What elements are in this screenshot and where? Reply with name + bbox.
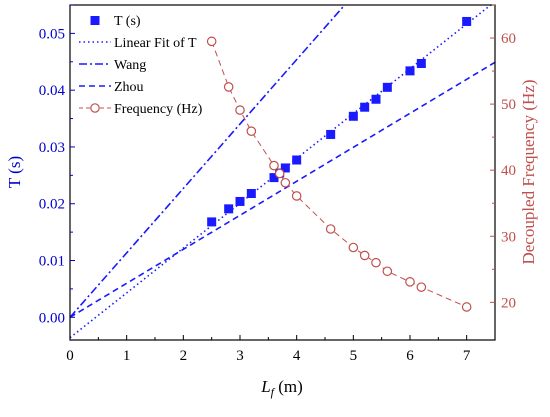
x-tick-label: 0 xyxy=(66,348,74,364)
legend-swatch-t xyxy=(90,16,100,25)
y-left-axis-title: T (s) xyxy=(5,156,24,188)
data-point-frequency-hz xyxy=(280,177,291,188)
y-left-tick-label: 0.01 xyxy=(39,254,65,270)
data-point-frequency-hz xyxy=(235,105,245,115)
x-tick-label: 6 xyxy=(406,348,414,364)
data-point-frequency-hz xyxy=(359,250,370,261)
data-point-frequency-hz xyxy=(223,82,234,92)
data-point-frequency-hz xyxy=(269,160,279,171)
data-point-frequency-hz xyxy=(371,257,381,268)
x-axis-title-sub: f xyxy=(271,385,276,399)
plot-marker-layer xyxy=(206,16,472,312)
data-point-frequency-hz xyxy=(291,191,302,201)
y-right-tick-label: 40 xyxy=(501,163,516,179)
data-point-frequency-hz xyxy=(246,126,257,137)
data-point-frequency-hz xyxy=(405,277,415,287)
data-point-t-s xyxy=(280,163,290,173)
y-right-tick-label: 50 xyxy=(501,97,516,113)
x-tick-label: 1 xyxy=(123,348,131,364)
legend-label-zhou: Zhou xyxy=(114,80,144,95)
data-point-frequency-hz xyxy=(206,36,217,47)
legend-label-frequency: Frequency (Hz) xyxy=(114,102,203,117)
data-point-t-s xyxy=(371,94,381,104)
series-line-wang xyxy=(70,5,346,318)
legend-swatch-frequency-marker xyxy=(90,103,100,113)
data-point-t-s xyxy=(416,58,426,68)
series-line-zhou xyxy=(70,61,495,318)
data-point-t-s xyxy=(382,82,392,92)
y-left-tick-label: 0.00 xyxy=(39,310,65,326)
data-point-frequency-hz xyxy=(348,242,359,253)
y-right-axis-title: Decoupled Frequency (Hz) xyxy=(519,79,538,264)
legend-label-wang: Wang xyxy=(114,58,146,73)
data-point-t-s xyxy=(348,111,358,121)
series-line-frequency-hz xyxy=(211,41,467,308)
y-right-tick-label: 20 xyxy=(501,295,516,311)
data-point-t-s xyxy=(235,196,245,206)
data-point-t-s xyxy=(269,173,279,183)
axes-layer: 0 1 2 3 4 5 6 7 0.00 0.01 0.02 0.03 0.04 0.05 20 30 40 50… xyxy=(39,4,516,364)
data-point-t-s xyxy=(360,102,370,112)
data-point-frequency-hz xyxy=(382,266,393,277)
data-point-t-s xyxy=(462,16,472,26)
data-point-t-s xyxy=(224,204,234,214)
data-point-t-s xyxy=(326,129,336,139)
y-right-tick-label: 30 xyxy=(501,229,516,245)
data-point-frequency-hz xyxy=(274,168,285,179)
x-tick-label: 2 xyxy=(180,348,188,364)
data-point-t-s xyxy=(292,155,302,165)
data-point-t-s xyxy=(207,217,217,227)
data-point-frequency-hz xyxy=(461,302,472,312)
x-tick-label: 7 xyxy=(463,348,471,364)
y-left-tick-label: 0.05 xyxy=(39,26,65,42)
data-point-frequency-hz xyxy=(325,224,336,234)
x-tick-label: 3 xyxy=(236,348,244,364)
x-tick-label: 5 xyxy=(350,348,358,364)
legend-label-linear-fit: Linear Fit of T xyxy=(114,36,197,51)
y-right-tick-label: 60 xyxy=(501,31,516,47)
legend: T (s) Linear Fit of T Wang Zhou Frequenc… xyxy=(79,14,203,117)
x-axis-title-unit: (m) xyxy=(274,377,303,396)
data-point-t-s xyxy=(246,189,256,199)
y-left-tick-label: 0.03 xyxy=(39,140,65,156)
x-tick-label: 4 xyxy=(293,348,301,364)
plot-frame xyxy=(69,4,496,341)
y-left-tick-label: 0.02 xyxy=(39,197,65,213)
legend-label-t: T (s) xyxy=(114,14,141,29)
data-point-t-s xyxy=(405,66,415,76)
data-point-frequency-hz xyxy=(416,282,427,292)
x-axis-title: Lf (m) xyxy=(260,377,303,399)
y-left-tick-label: 0.04 xyxy=(39,83,66,99)
x-axis-title-var: L xyxy=(260,377,270,396)
